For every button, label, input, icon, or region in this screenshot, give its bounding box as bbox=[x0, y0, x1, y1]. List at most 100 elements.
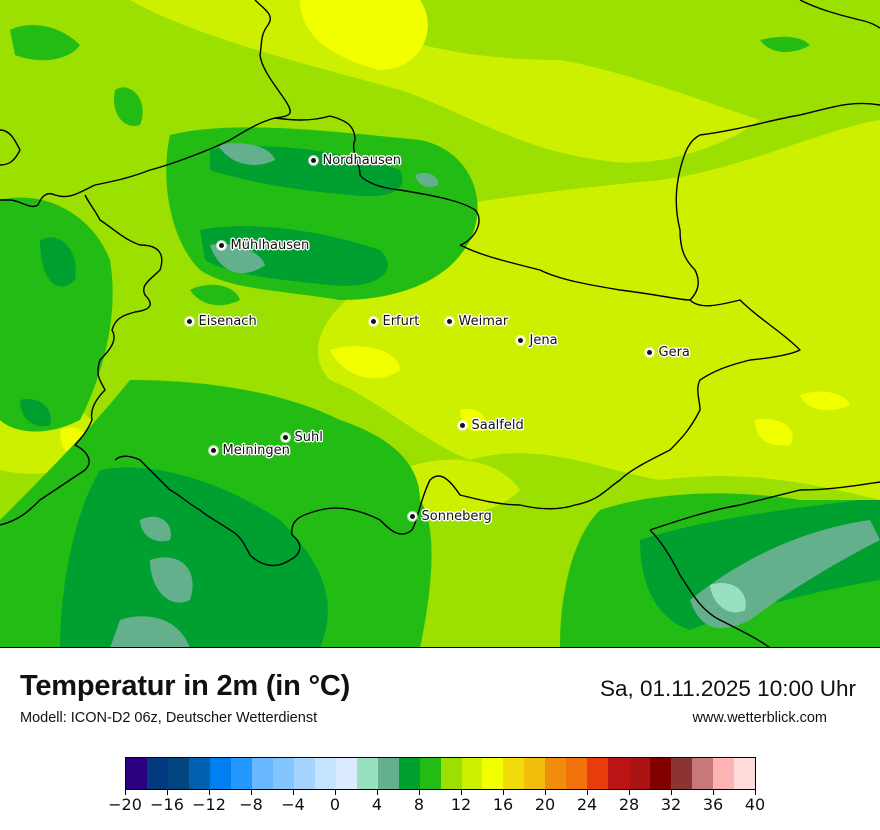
colorbar-tick bbox=[671, 790, 672, 795]
city-marker-icon bbox=[457, 420, 467, 430]
city-eisenach: Eisenach bbox=[184, 312, 257, 330]
colorbar-tick-label: −20 bbox=[108, 795, 142, 814]
temperature-field bbox=[0, 0, 880, 647]
colorbar-bin bbox=[566, 758, 588, 789]
colorbar-tick-label: −16 bbox=[150, 795, 184, 814]
colorbar-bin bbox=[692, 758, 714, 789]
colorbar-bin bbox=[419, 758, 441, 789]
colorbar-tick-label: −12 bbox=[192, 795, 226, 814]
city-label: Meiningen bbox=[222, 442, 290, 458]
city-label: Erfurt bbox=[382, 313, 420, 329]
temperature-map: Nordhausen Mühlhausen Eisenach Erfurt We… bbox=[0, 0, 880, 648]
city-label: Suhl bbox=[294, 429, 323, 445]
city-label: Mühlhausen bbox=[230, 237, 310, 253]
colorbar-tick-label: 12 bbox=[450, 795, 472, 814]
city-label: Eisenach bbox=[198, 313, 257, 329]
colorbar-bin bbox=[629, 758, 651, 789]
colorbar-bin bbox=[440, 758, 462, 789]
colorbar-tick-label: 32 bbox=[660, 795, 682, 814]
colorbar-tick-label: 16 bbox=[492, 795, 514, 814]
colorbar-bin bbox=[545, 758, 567, 789]
colorbar-bin bbox=[377, 758, 399, 789]
colorbar-bin bbox=[230, 758, 252, 789]
colorbar-bin bbox=[503, 758, 525, 789]
colorbar-tick bbox=[587, 790, 588, 795]
colorbar-tick-label: 20 bbox=[534, 795, 556, 814]
valid-datetime: Sa, 01.11.2025 10:00 Uhr bbox=[599, 676, 856, 701]
colorbar-tick bbox=[755, 790, 756, 795]
colorbar-tick bbox=[167, 790, 168, 795]
city-sonneberg: Sonneberg bbox=[407, 507, 492, 525]
city-label: Sonneberg bbox=[421, 508, 492, 524]
city-label: Nordhausen bbox=[322, 152, 402, 168]
city-weimar: Weimar bbox=[444, 312, 508, 330]
colorbar-bin bbox=[482, 758, 504, 789]
colorbar-bin bbox=[314, 758, 336, 789]
colorbar-bin bbox=[167, 758, 189, 789]
city-muehlhausen: Mühlhausen bbox=[216, 236, 310, 254]
colorbar-tick bbox=[419, 790, 420, 795]
colorbar-bin bbox=[335, 758, 357, 789]
colorbar-tick bbox=[335, 790, 336, 795]
colorbar-bin bbox=[398, 758, 420, 789]
city-marker-icon bbox=[208, 445, 218, 455]
colorbar-tick bbox=[629, 790, 630, 795]
city-marker-icon bbox=[444, 316, 454, 326]
city-marker-icon bbox=[216, 240, 226, 250]
colorbar-tick-label: 28 bbox=[618, 795, 640, 814]
colorbar-tick bbox=[713, 790, 714, 795]
colorbar-tick bbox=[377, 790, 378, 795]
city-label: Gera bbox=[658, 344, 690, 360]
colorbar-bin bbox=[188, 758, 210, 789]
colorbar-bin bbox=[251, 758, 273, 789]
state-borders bbox=[0, 0, 880, 647]
colorbar-bin bbox=[356, 758, 378, 789]
colorbar-bin bbox=[293, 758, 315, 789]
city-label: Saalfeld bbox=[471, 417, 524, 433]
colorbar-ticks: −20 −16 −12 −8 −4 0 4 8 12 16 20 24 28 32 36 40 bbox=[108, 790, 765, 820]
city-meiningen: Meiningen bbox=[208, 441, 290, 459]
colorbar-tick-label: 24 bbox=[576, 795, 598, 814]
map-title: Temperatur in 2m (in °C) bbox=[20, 670, 351, 702]
city-nordhausen: Nordhausen bbox=[308, 151, 402, 169]
colorbar-bin bbox=[650, 758, 672, 789]
city-marker-icon bbox=[515, 335, 525, 345]
colorbar-bin bbox=[587, 758, 609, 789]
temperature-colorbar bbox=[125, 757, 756, 790]
colorbar-tick-label: 4 bbox=[371, 795, 383, 814]
city-label: Jena bbox=[529, 332, 558, 348]
colorbar-tick-label: 36 bbox=[702, 795, 724, 814]
city-suhl: Suhl bbox=[280, 428, 323, 446]
colorbar-bin bbox=[272, 758, 294, 789]
city-erfurt: Erfurt bbox=[368, 312, 420, 330]
colorbar-bin bbox=[734, 758, 756, 789]
colorbar-tick bbox=[125, 790, 126, 795]
city-jena: Jena bbox=[515, 331, 558, 349]
city-marker-icon bbox=[308, 155, 318, 165]
city-gera: Gera bbox=[644, 343, 690, 361]
colorbar-tick bbox=[251, 790, 252, 795]
colorbar-tick-label: −8 bbox=[239, 795, 263, 814]
colorbar-bin bbox=[209, 758, 231, 789]
city-saalfeld: Saalfeld bbox=[457, 416, 524, 434]
colorbar-tick-label: 8 bbox=[413, 795, 425, 814]
model-source: Modell: ICON-D2 06z, Deutscher Wetterdie… bbox=[20, 710, 318, 726]
colorbar-tick-label: 0 bbox=[329, 795, 341, 814]
colorbar-bin bbox=[461, 758, 483, 789]
colorbar-tick bbox=[209, 790, 210, 795]
city-marker-icon bbox=[644, 347, 654, 357]
colorbar-tick bbox=[461, 790, 462, 795]
colorbar-bin bbox=[524, 758, 546, 789]
colorbar-bin bbox=[126, 758, 147, 789]
colorbar-bin bbox=[146, 758, 168, 789]
website-credit: www.wetterblick.com bbox=[692, 710, 827, 726]
city-marker-icon bbox=[407, 511, 417, 521]
colorbar-tick bbox=[545, 790, 546, 795]
colorbar-tick bbox=[503, 790, 504, 795]
colorbar-tick bbox=[293, 790, 294, 795]
city-marker-icon bbox=[368, 316, 378, 326]
colorbar-bin bbox=[713, 758, 735, 789]
city-marker-icon bbox=[280, 432, 290, 442]
colorbar-tick-label: −4 bbox=[281, 795, 305, 814]
colorbar-bin bbox=[671, 758, 693, 789]
